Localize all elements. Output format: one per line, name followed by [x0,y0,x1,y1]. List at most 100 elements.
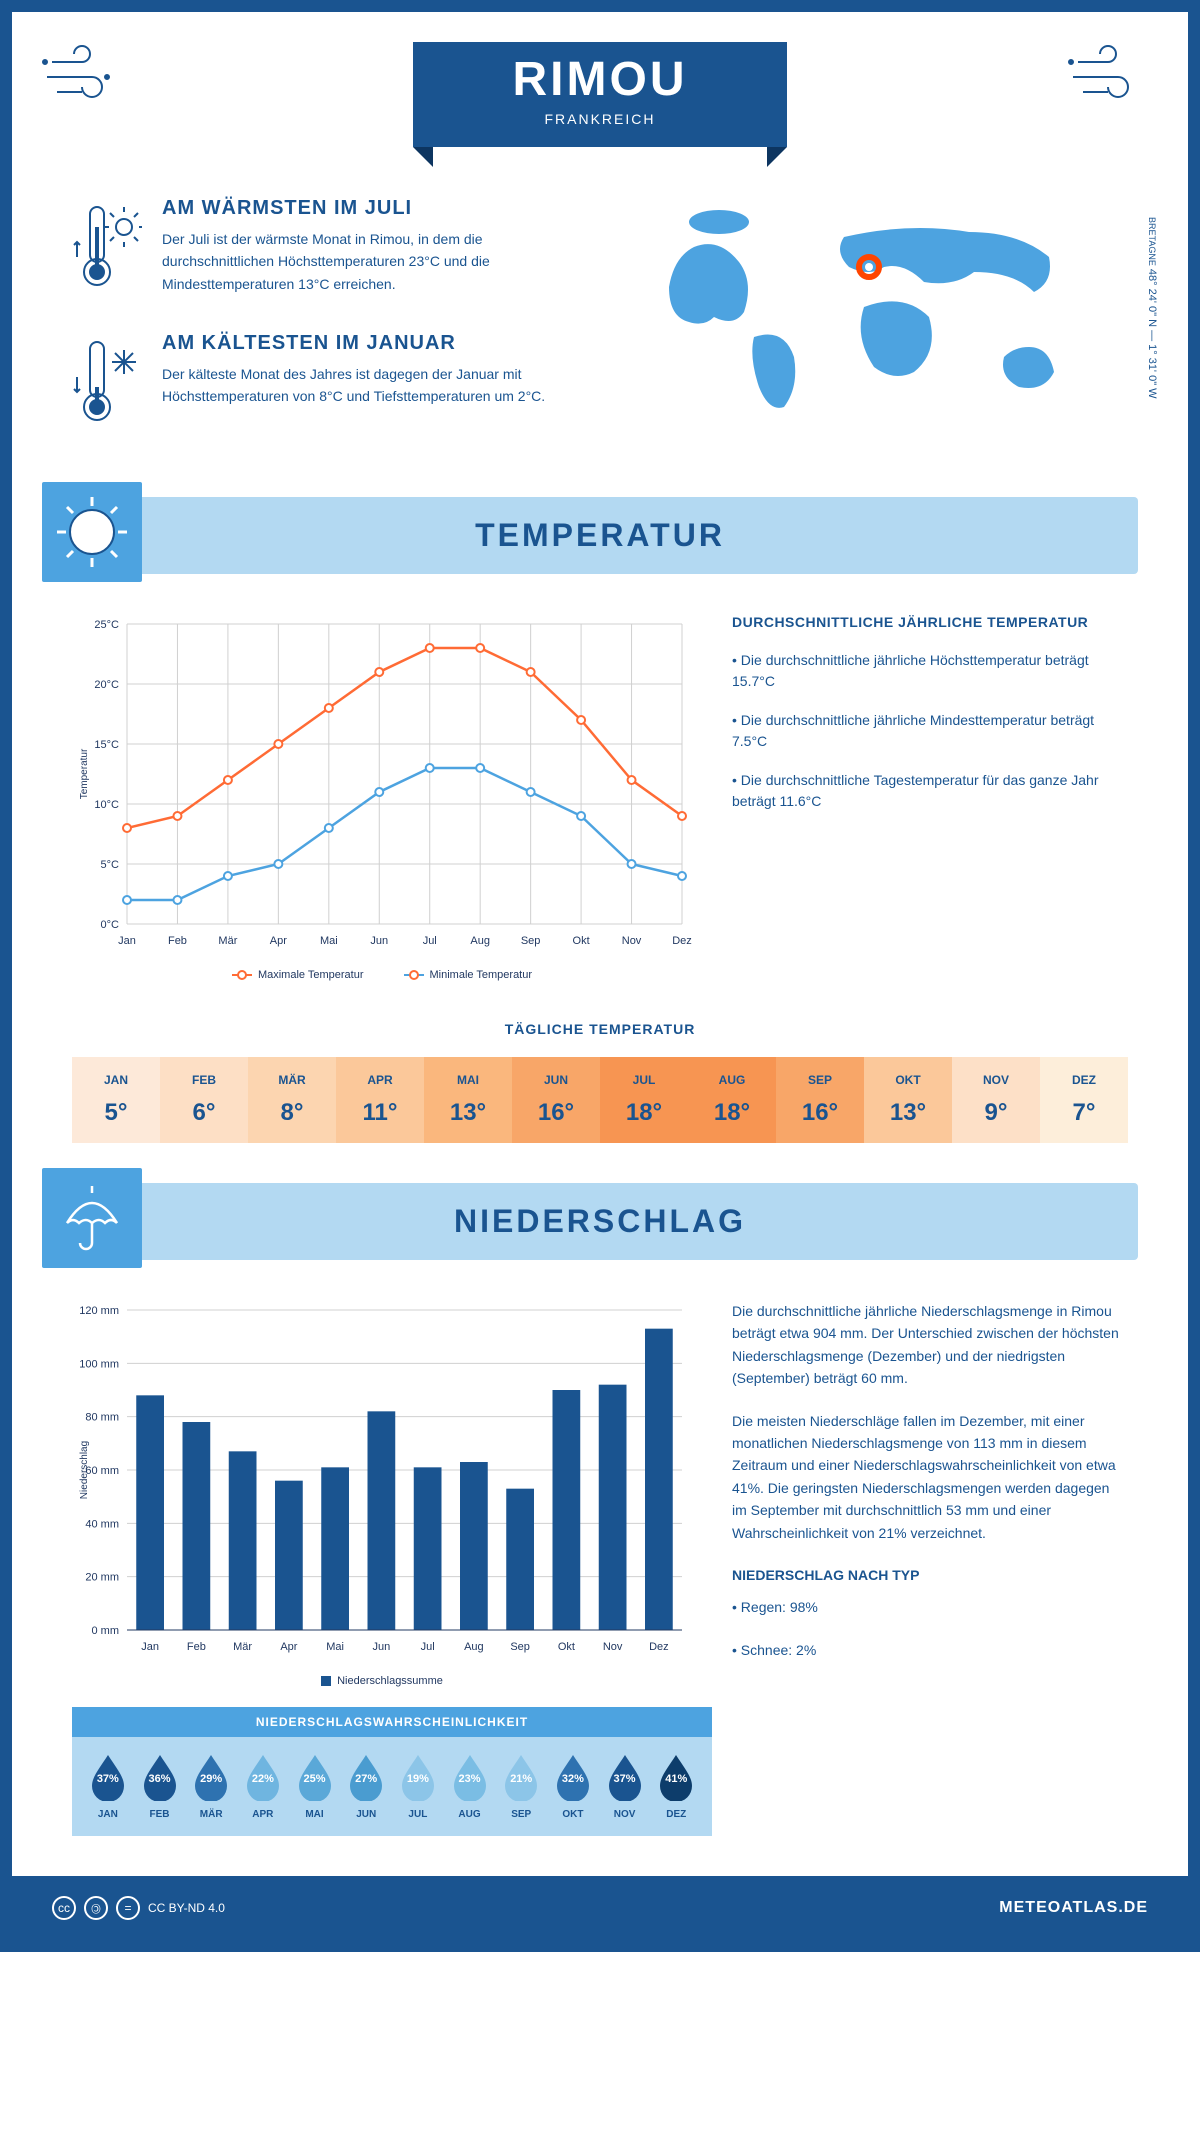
prob-drop: 19%JUL [392,1753,444,1820]
temp-cell: JAN5° [72,1057,160,1143]
svg-text:Feb: Feb [168,935,187,947]
warmest-text: Der Juli ist der wärmste Monat in Rimou,… [162,228,580,295]
prob-drop: 21%SEP [495,1753,547,1820]
coldest-block: AM KÄLTESTEN IM JANUAR Der kälteste Mona… [72,332,580,437]
svg-text:Jan: Jan [141,1641,159,1653]
svg-text:Mai: Mai [320,935,338,947]
temp-stat-2: • Die durchschnittliche jährliche Mindes… [732,710,1128,752]
svg-text:Feb: Feb [187,1641,206,1653]
prob-drop: 22%APR [237,1753,289,1820]
svg-text:Nov: Nov [603,1641,623,1653]
svg-text:Aug: Aug [464,1641,484,1653]
svg-text:15°C: 15°C [94,739,119,751]
daily-temp-title: TÄGLICHE TEMPERATUR [72,1021,1128,1037]
temp-cell: APR11° [336,1057,424,1143]
svg-text:0°C: 0°C [101,919,120,931]
temp-cell: MÄR8° [248,1057,336,1143]
prob-drop: 37%JAN [82,1753,134,1820]
temp-chart-legend: .sw:nth-child(1)::after{border-color:#ff… [72,969,692,981]
svg-text:Jun: Jun [370,935,388,947]
svg-text:Sep: Sep [521,935,541,947]
svg-text:Dez: Dez [672,935,692,947]
world-map: BRETAGNE 48° 24' 0" N — 1° 31' 0" W [620,197,1128,467]
svg-text:Nov: Nov [622,935,642,947]
temp-cell: FEB6° [160,1057,248,1143]
precip-type-title: NIEDERSCHLAG NACH TYP [732,1564,1128,1586]
footer: cc 🄯 = CC BY-ND 4.0 METEOATLAS.DE [12,1876,1188,1940]
svg-text:Jun: Jun [373,1641,391,1653]
precip-para-2: Die meisten Niederschläge fallen im Deze… [732,1410,1128,1544]
temperature-line-chart: 0°C 5°C 10°C 15°C 20°C 25°C Jan Feb Mär Apr Mai Jun… [72,614,692,954]
temp-cell: MAI13° [424,1057,512,1143]
temp-section-banner: TEMPERATUR [62,497,1138,574]
prob-drop: 41%DEZ [650,1753,702,1820]
svg-text:80 mm: 80 mm [85,1412,119,1424]
svg-text:Mai: Mai [326,1641,344,1653]
prob-drop: 29%MÄR [185,1753,237,1820]
temp-cell: SEP16° [776,1057,864,1143]
precip-para-1: Die durchschnittliche jährliche Niedersc… [732,1300,1128,1390]
svg-text:Jul: Jul [423,935,437,947]
precip-section-banner: NIEDERSCHLAG [62,1183,1138,1260]
svg-text:120 mm: 120 mm [79,1305,119,1317]
svg-text:Sep: Sep [510,1641,530,1653]
svg-text:5°C: 5°C [101,859,120,871]
svg-text:Niederschlag: Niederschlag [79,1441,90,1499]
prob-drop: 27%JUN [340,1753,392,1820]
svg-text:Mär: Mär [218,935,237,947]
by-icon: 🄯 [84,1896,108,1920]
temp-cell: DEZ7° [1040,1057,1128,1143]
temp-cell: NOV9° [952,1057,1040,1143]
svg-text:25°C: 25°C [94,619,119,631]
coldest-text: Der kälteste Monat des Jahres ist dagege… [162,363,580,408]
precipitation-bar-chart: 0 mm 20 mm 40 mm 60 mm 80 mm 100 mm 120 mm Jan F… [72,1300,692,1660]
svg-text:Mär: Mär [233,1641,252,1653]
city-name: RIMOU [513,52,688,107]
umbrella-icon [42,1168,142,1268]
thermometer-hot-icon [72,197,142,302]
wind-icon [42,42,132,107]
coordinates: BRETAGNE 48° 24' 0" N — 1° 31' 0" W [1146,217,1158,399]
svg-text:20 mm: 20 mm [85,1572,119,1584]
temp-cell: OKT13° [864,1057,952,1143]
thermometer-cold-icon [72,332,142,437]
prob-drop: 36%FEB [134,1753,186,1820]
svg-text:Apr: Apr [280,1641,297,1653]
prob-drop: 23%AUG [444,1753,496,1820]
svg-text:100 mm: 100 mm [79,1358,119,1370]
prob-drop: 25%MAI [289,1753,341,1820]
svg-text:Dez: Dez [649,1641,669,1653]
license-text: CC BY-ND 4.0 [148,1901,225,1915]
precip-type-2: • Schnee: 2% [732,1639,1128,1661]
svg-text:60 mm: 60 mm [85,1465,119,1477]
svg-text:Okt: Okt [558,1641,575,1653]
svg-text:Jan: Jan [118,935,136,947]
probability-title: NIEDERSCHLAGSWAHRSCHEINLICHKEIT [72,1707,712,1737]
temp-cell: JUN16° [512,1057,600,1143]
temp-section-title: TEMPERATUR [62,517,1138,554]
svg-text:Okt: Okt [573,935,590,947]
header-banner: RIMOU FRANKREICH [413,42,788,147]
warmest-block: AM WÄRMSTEN IM JULI Der Juli ist der wär… [72,197,580,302]
probability-drops: 37%JAN36%FEB29%MÄR22%APR25%MAI27%JUN19%J… [72,1737,712,1836]
country-name: FRANKREICH [513,111,688,127]
prob-drop: 32%OKT [547,1753,599,1820]
daily-temp-table: JAN5°FEB6°MÄR8°APR11°MAI13°JUN16°JUL18°A… [72,1057,1128,1143]
precip-chart-legend: Niederschlagssumme [72,1675,692,1687]
temp-cell: AUG18° [688,1057,776,1143]
wind-icon [1068,42,1158,107]
temp-stats-title: DURCHSCHNITTLICHE JÄHRLICHE TEMPERATUR [732,614,1128,630]
svg-text:10°C: 10°C [94,799,119,811]
svg-text:20°C: 20°C [94,679,119,691]
sun-icon [42,482,142,582]
svg-text:40 mm: 40 mm [85,1518,119,1530]
header: RIMOU FRANKREICH [12,12,1188,147]
temp-stat-3: • Die durchschnittliche Tagestemperatur … [732,770,1128,812]
temp-stat-1: • Die durchschnittliche jährliche Höchst… [732,650,1128,692]
svg-text:0 mm: 0 mm [92,1625,120,1637]
coldest-title: AM KÄLTESTEN IM JANUAR [162,332,580,355]
cc-icon: cc [52,1896,76,1920]
svg-text:Apr: Apr [270,935,287,947]
svg-text:Jul: Jul [421,1641,435,1653]
prob-drop: 37%NOV [599,1753,651,1820]
